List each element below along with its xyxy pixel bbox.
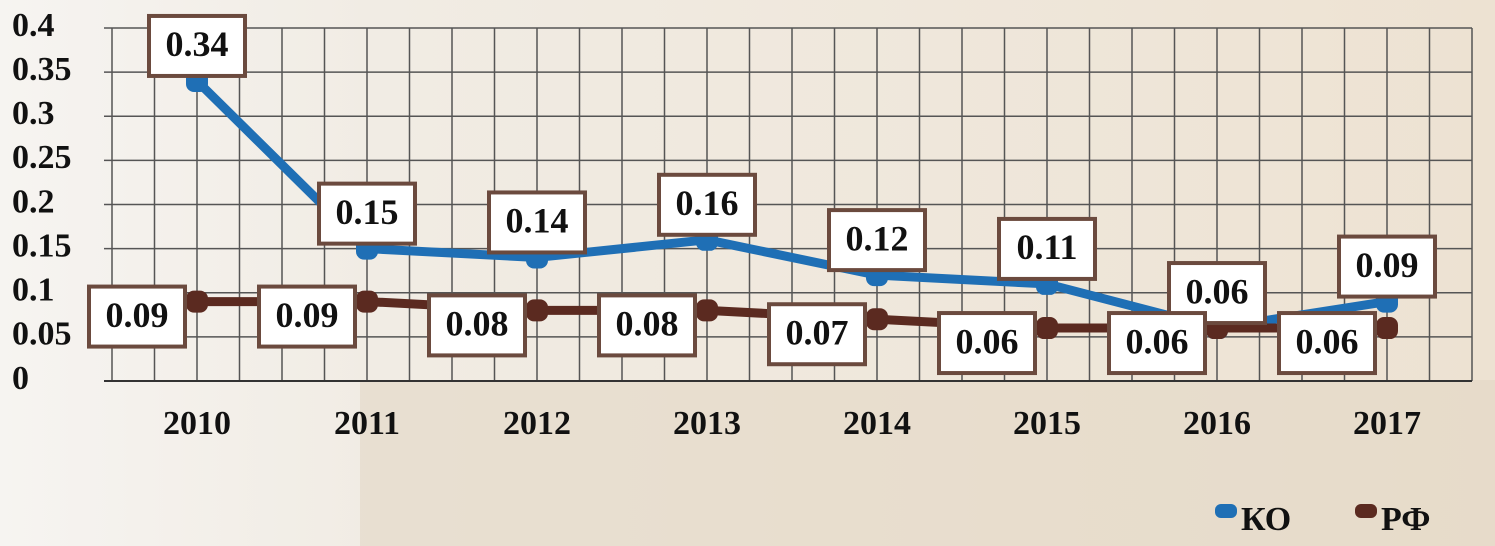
data-label: 0.06 [956, 321, 1019, 361]
y-tick-label: 0.15 [12, 227, 72, 264]
x-tick-label: 2010 [163, 405, 231, 442]
x-tick-label: 2017 [1353, 405, 1421, 442]
y-tick-label: 0.3 [12, 95, 55, 132]
point [1036, 317, 1058, 340]
legend-marker [1215, 504, 1237, 518]
data-label: 0.09 [276, 295, 339, 335]
data-label: 0.15 [336, 192, 399, 232]
data-label: 0.09 [106, 295, 169, 335]
data-label-box [1277, 311, 1377, 376]
data-label: 0.06 [1296, 321, 1359, 361]
data-label-box [487, 190, 587, 255]
point [866, 308, 888, 331]
data-label-box [937, 311, 1037, 376]
data-label: 0.14 [506, 201, 569, 241]
x-tick-label: 2015 [1013, 405, 1081, 442]
y-tick-label: 0.25 [12, 139, 72, 176]
data-label: 0.16 [676, 183, 739, 223]
y-tick-label: 0.1 [12, 272, 55, 309]
x-tick-label: 2016 [1183, 405, 1251, 442]
y-tick-label: 0.2 [12, 183, 55, 220]
x-tick-label: 2012 [503, 405, 571, 442]
data-label: 0.08 [446, 304, 509, 344]
data-label-box [147, 13, 247, 78]
point [526, 299, 548, 322]
point [1376, 317, 1398, 340]
background-photo [360, 380, 1495, 546]
legend-label: РФ [1381, 501, 1430, 538]
point [186, 290, 208, 313]
data-label: 0.07 [786, 312, 849, 352]
data-label: 0.11 [1016, 227, 1077, 267]
x-tick-label: 2011 [334, 405, 400, 442]
y-tick-label: 0.35 [12, 51, 72, 88]
data-label-box [827, 208, 927, 273]
data-label-box [997, 216, 1097, 281]
point [696, 299, 718, 322]
data-label-box [1337, 234, 1437, 299]
data-label: 0.08 [616, 304, 679, 344]
legend-marker [1355, 504, 1377, 518]
data-label: 0.12 [846, 218, 909, 258]
x-tick-label: 2014 [843, 405, 911, 442]
data-label-box [257, 284, 357, 349]
data-label: 0.06 [1126, 321, 1189, 361]
y-tick-label: 0.4 [12, 7, 55, 44]
y-tick-label: 0 [12, 360, 29, 397]
data-label-box [1107, 311, 1207, 376]
data-label: 0.09 [1356, 245, 1419, 285]
data-label-box [767, 302, 867, 367]
point [356, 290, 378, 313]
data-label: 0.34 [166, 24, 229, 64]
x-tick-label: 2013 [673, 405, 741, 442]
data-label-box [317, 181, 417, 246]
data-label-box [87, 284, 187, 349]
data-label-box [657, 172, 757, 237]
y-tick-label: 0.05 [12, 316, 72, 353]
data-label: 0.06 [1186, 271, 1249, 311]
legend-label: КО [1241, 501, 1291, 538]
data-label-box [427, 293, 527, 358]
data-label-box [597, 293, 697, 358]
